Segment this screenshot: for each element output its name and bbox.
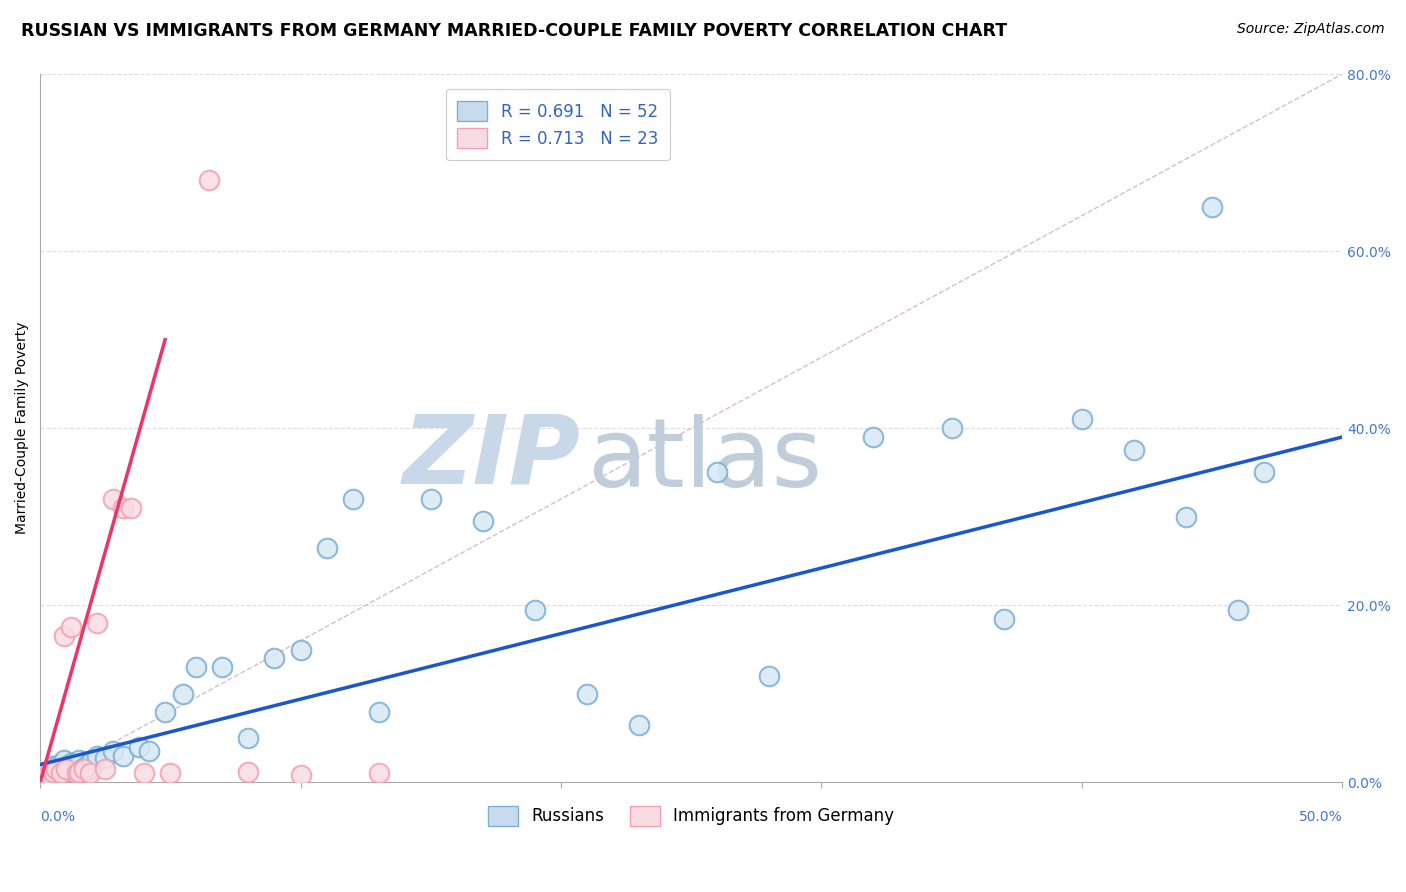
Point [42, 764, 65, 779]
Text: ZIP: ZIP [402, 410, 581, 503]
Point [55, 762, 77, 776]
Y-axis label: Married-Couple Family Poverty: Married-Couple Family Poverty [15, 322, 30, 534]
Point [367, 705, 389, 719]
Point [65, 766, 87, 780]
Point [49, 764, 72, 779]
Point [52, 629, 75, 643]
Point [45, 762, 67, 776]
Point [993, 611, 1015, 625]
Point [65, 757, 87, 772]
Point [862, 430, 884, 444]
Point [419, 491, 441, 506]
Point [37, 768, 59, 782]
Point [1122, 443, 1144, 458]
Point [367, 766, 389, 780]
Point [706, 466, 728, 480]
Point [58, 759, 80, 773]
Text: Source: ZipAtlas.com: Source: ZipAtlas.com [1237, 22, 1385, 37]
Point [67, 764, 90, 779]
Point [45, 766, 67, 780]
Point [73, 762, 96, 776]
Point [31, 766, 53, 780]
Point [342, 491, 364, 506]
Point [576, 687, 599, 701]
Point [52, 753, 75, 767]
Point [31, 766, 53, 780]
Point [101, 744, 124, 758]
Point [67, 753, 90, 767]
Point [63, 766, 86, 780]
Point [290, 768, 312, 782]
Point [211, 660, 233, 674]
Point [39, 762, 62, 776]
Legend: Russians, Immigrants from Germany: Russians, Immigrants from Germany [479, 797, 903, 834]
Point [112, 500, 135, 515]
Point [101, 491, 124, 506]
Point [128, 739, 150, 754]
Point [42, 759, 65, 773]
Point [186, 660, 208, 674]
Point [238, 731, 260, 745]
Point [79, 762, 101, 776]
Point [70, 762, 93, 776]
Point [159, 766, 181, 780]
Point [198, 173, 221, 187]
Point [112, 748, 135, 763]
Point [1201, 200, 1223, 214]
Point [172, 687, 194, 701]
Point [471, 514, 494, 528]
Text: RUSSIAN VS IMMIGRANTS FROM GERMANY MARRIED-COUPLE FAMILY POVERTY CORRELATION CHA: RUSSIAN VS IMMIGRANTS FROM GERMANY MARRI… [21, 22, 1007, 40]
Point [523, 603, 546, 617]
Point [138, 744, 160, 758]
Point [758, 669, 780, 683]
Point [76, 757, 98, 772]
Point [628, 718, 651, 732]
Text: 0.0%: 0.0% [41, 810, 75, 824]
Point [82, 753, 104, 767]
Point [315, 541, 337, 555]
Point [1227, 603, 1250, 617]
Text: atlas: atlas [588, 414, 823, 507]
Point [153, 705, 176, 719]
Point [263, 651, 285, 665]
Point [94, 762, 117, 776]
Point [55, 762, 77, 776]
Point [94, 750, 117, 764]
Point [120, 500, 142, 515]
Point [941, 421, 963, 435]
Point [290, 642, 312, 657]
Point [1070, 412, 1092, 426]
Point [46, 757, 69, 772]
Point [238, 764, 260, 779]
Point [34, 764, 56, 779]
Point [86, 615, 108, 630]
Point [1175, 509, 1198, 524]
Point [73, 764, 96, 779]
Point [1253, 466, 1275, 480]
Text: 50.0%: 50.0% [1299, 810, 1343, 824]
Point [79, 766, 101, 780]
Point [86, 748, 108, 763]
Point [60, 620, 83, 634]
Point [134, 766, 156, 780]
Point [60, 756, 83, 770]
Point [37, 768, 59, 782]
Point [49, 766, 72, 780]
